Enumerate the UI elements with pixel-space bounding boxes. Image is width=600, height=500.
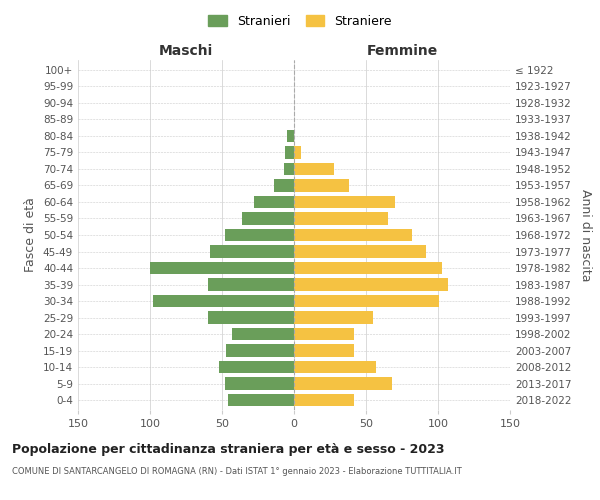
Bar bbox=[294, 278, 448, 290]
Bar bbox=[294, 163, 334, 175]
Bar bbox=[294, 312, 373, 324]
Bar bbox=[294, 180, 349, 192]
Bar bbox=[294, 328, 355, 340]
Text: Femmine: Femmine bbox=[367, 44, 437, 58]
Bar bbox=[228, 394, 294, 406]
Bar bbox=[294, 295, 439, 307]
Text: COMUNE DI SANTARCANGELO DI ROMAGNA (RN) - Dati ISTAT 1° gennaio 2023 - Elaborazi: COMUNE DI SANTARCANGELO DI ROMAGNA (RN) … bbox=[12, 468, 462, 476]
Text: Popolazione per cittadinanza straniera per età e sesso - 2023: Popolazione per cittadinanza straniera p… bbox=[12, 442, 445, 456]
Bar bbox=[150, 262, 294, 274]
Bar bbox=[153, 295, 294, 307]
Bar bbox=[286, 146, 294, 158]
Bar bbox=[208, 312, 294, 324]
Bar bbox=[294, 394, 355, 406]
Bar bbox=[294, 229, 412, 241]
Bar bbox=[284, 163, 294, 175]
Bar bbox=[294, 361, 376, 374]
Bar bbox=[219, 361, 294, 374]
Text: Maschi: Maschi bbox=[159, 44, 213, 58]
Bar bbox=[225, 229, 294, 241]
Bar bbox=[294, 212, 388, 224]
Bar bbox=[232, 328, 294, 340]
Bar bbox=[242, 212, 294, 224]
Legend: Stranieri, Straniere: Stranieri, Straniere bbox=[205, 11, 395, 32]
Bar bbox=[294, 262, 442, 274]
Bar bbox=[287, 130, 294, 142]
Bar bbox=[294, 146, 301, 158]
Bar bbox=[274, 180, 294, 192]
Bar bbox=[294, 344, 355, 357]
Bar bbox=[208, 278, 294, 290]
Y-axis label: Anni di nascita: Anni di nascita bbox=[578, 188, 592, 281]
Bar bbox=[294, 196, 395, 208]
Bar bbox=[294, 378, 392, 390]
Bar bbox=[294, 246, 427, 258]
Y-axis label: Fasce di età: Fasce di età bbox=[25, 198, 37, 272]
Bar bbox=[226, 344, 294, 357]
Bar bbox=[211, 246, 294, 258]
Bar bbox=[254, 196, 294, 208]
Bar bbox=[225, 378, 294, 390]
